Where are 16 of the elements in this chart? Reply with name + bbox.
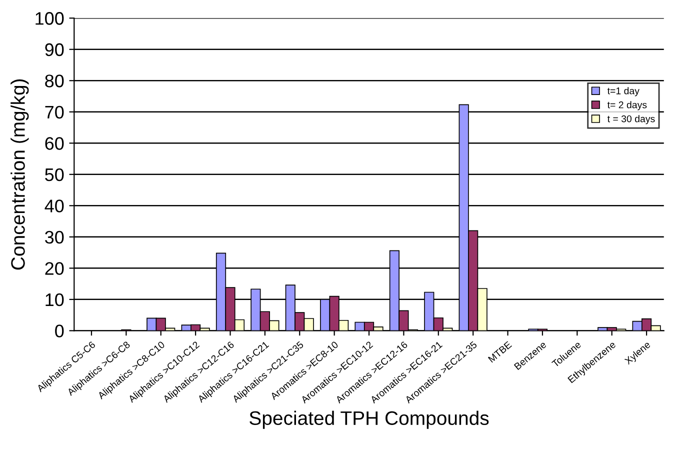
y-tick-label: 80 bbox=[45, 74, 64, 88]
x-axis-title: Speciated TPH Compounds bbox=[250, 410, 489, 429]
y-tick-label: 60 bbox=[45, 137, 64, 150]
y-tick-label: 20 bbox=[45, 262, 64, 275]
y-axis-title: Concentration (mg/kg) bbox=[10, 79, 29, 270]
y-tick-label: 30 bbox=[45, 230, 64, 244]
legend-label: t=1 day bbox=[607, 87, 640, 96]
y-tick-label: 0 bbox=[55, 324, 64, 338]
y-tick-label: 90 bbox=[45, 43, 64, 56]
legend-label: t= 2 days bbox=[607, 101, 647, 110]
y-tick-label: 50 bbox=[45, 168, 64, 182]
y-tick-label: 40 bbox=[44, 200, 64, 212]
legend-label: t = 30 days bbox=[607, 115, 655, 124]
y-tick-label: 70 bbox=[45, 106, 64, 119]
y-tick-label: 100 bbox=[36, 12, 64, 25]
y-tick-label: 10 bbox=[46, 293, 64, 306]
